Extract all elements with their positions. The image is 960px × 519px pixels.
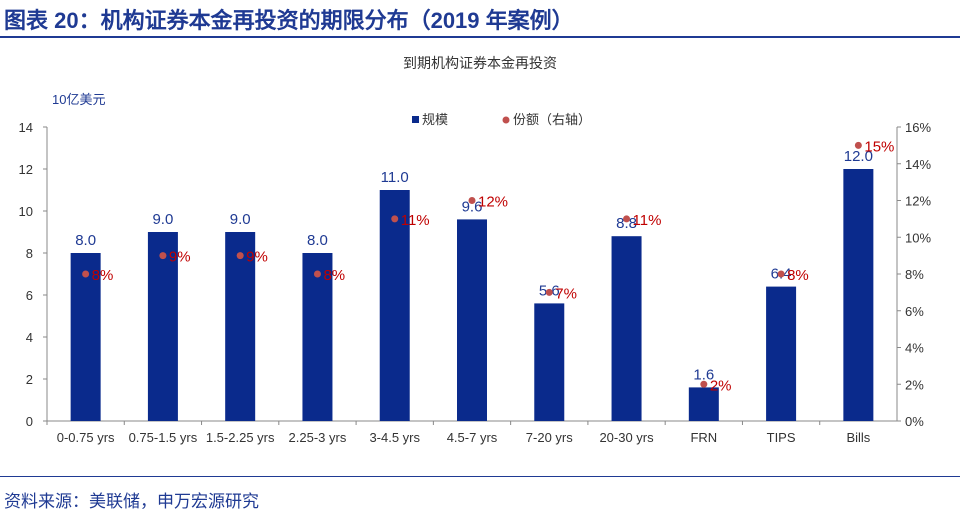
x-tick-label: 2.25-3 yrs — [289, 430, 347, 445]
page-title: 图表 20：机构证券本金再投资的期限分布（2019 年案例） — [4, 8, 574, 33]
source-note: 资料来源：美联储，申万宏源研究 — [4, 492, 259, 511]
y2-tick-label: 12% — [905, 194, 931, 209]
share-dot — [700, 380, 708, 388]
x-tick-label: Bills — [846, 430, 870, 445]
bar — [70, 253, 101, 421]
y-tick-label: 4 — [26, 330, 33, 345]
x-tick-label: 1.5-2.25 yrs — [206, 430, 275, 445]
share-data-label: 8% — [323, 267, 345, 284]
share-data-label: 8% — [787, 267, 809, 284]
bar-data-label: 11.0 — [381, 169, 409, 186]
x-tick-label: FRN — [690, 430, 717, 445]
y-axis-label: 10亿美元 — [52, 92, 105, 107]
x-tick-label: 4.5-7 yrs — [447, 430, 498, 445]
bar — [225, 232, 256, 421]
y-tick-label: 2 — [26, 372, 33, 387]
share-data-label: 8% — [92, 267, 114, 284]
bar — [688, 387, 719, 421]
y-tick-label: 8 — [26, 246, 33, 261]
share-dot — [159, 252, 167, 260]
share-dot — [313, 270, 321, 278]
y2-tick-label: 8% — [905, 267, 924, 282]
y2-tick-label: 16% — [905, 120, 931, 135]
y-tick-label: 12 — [19, 162, 33, 177]
share-data-label: 9% — [246, 249, 268, 266]
legend-bar-label: 规模 — [422, 112, 448, 127]
bar — [611, 236, 642, 421]
x-tick-label: 20-30 yrs — [599, 430, 654, 445]
share-dot — [391, 215, 399, 223]
bar — [843, 169, 874, 421]
share-data-label: 2% — [710, 377, 732, 394]
y2-tick-label: 0% — [905, 414, 924, 429]
bar-data-label: 1.6 — [693, 366, 714, 383]
chart-title: 到期机构证券本金再投资 — [403, 55, 557, 71]
bar-data-label: 9.0 — [230, 211, 251, 228]
share-data-label: 7% — [555, 285, 577, 302]
share-dot — [236, 252, 244, 260]
y2-tick-label: 10% — [905, 230, 931, 245]
bar — [534, 303, 565, 421]
share-dot — [82, 270, 90, 278]
share-data-label: 11% — [633, 212, 662, 229]
x-tick-label: 0.75-1.5 yrs — [129, 430, 198, 445]
legend-bar-swatch — [412, 116, 419, 123]
share-data-label: 12% — [478, 194, 508, 211]
y-tick-label: 10 — [19, 204, 33, 219]
share-dot — [854, 141, 862, 149]
bar-data-label: 8.8 — [616, 215, 637, 232]
x-tick-label: 0-0.75 yrs — [57, 430, 115, 445]
bar-data-label: 8.0 — [307, 232, 328, 249]
share-dot — [468, 197, 476, 204]
legend-dot-label: 份额（右轴） — [513, 112, 591, 127]
share-dot — [777, 270, 785, 278]
source-divider — [0, 476, 960, 477]
bar — [379, 190, 410, 421]
y-tick-label: 6 — [26, 288, 33, 303]
share-dot — [623, 215, 631, 223]
bar — [147, 232, 178, 421]
bar — [302, 253, 333, 421]
bar — [457, 219, 487, 421]
x-tick-label: 3-4.5 yrs — [369, 430, 420, 445]
share-data-label: 15% — [864, 138, 894, 155]
share-data-label: 9% — [169, 249, 191, 266]
bar — [766, 286, 797, 421]
share-dot — [545, 288, 553, 296]
y-tick-label: 0 — [26, 414, 33, 429]
bar-data-label: 9.0 — [152, 211, 173, 228]
x-tick-label: 7-20 yrs — [526, 430, 573, 445]
bar-data-label: 8.0 — [75, 232, 96, 249]
legend: 规模 份额（右轴） — [412, 112, 591, 127]
y2-tick-label: 6% — [905, 304, 924, 319]
title-divider — [0, 36, 960, 38]
legend-dot-swatch — [502, 116, 510, 124]
y2-tick-label: 2% — [905, 377, 924, 392]
y-tick-label: 14 — [19, 120, 33, 135]
share-data-label: 11% — [401, 212, 430, 229]
bar-data-label: 9.6 — [462, 198, 483, 215]
bar-data-label: 12.0 — [844, 148, 873, 165]
bar-chart: 到期机构证券本金再投资 10亿美元 规模 份额（右轴） 0 2 4 6 8 10 12 14 0… — [19, 55, 932, 445]
y2-tick-label: 14% — [905, 157, 931, 172]
x-tick-label: TIPS — [767, 430, 796, 445]
y2-tick-label: 4% — [905, 341, 924, 356]
